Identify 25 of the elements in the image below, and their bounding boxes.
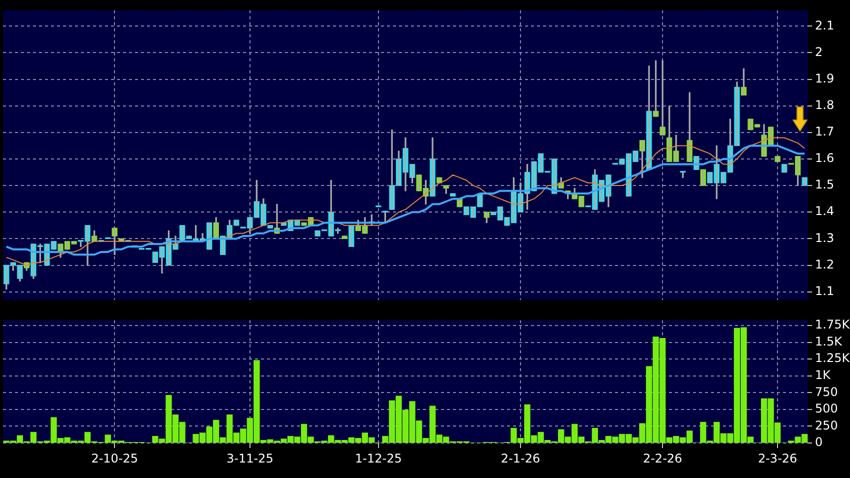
x-tick-label: 2-3-26 xyxy=(758,451,798,466)
y-tick-label: 1K xyxy=(815,368,832,382)
y-tick-label: 1.4 xyxy=(815,204,834,218)
x-tick-label: 2-10-25 xyxy=(91,451,138,466)
y-tick-label: 2 xyxy=(815,44,823,59)
y-tick-label: 1.25K xyxy=(815,351,850,366)
y-tick-label: 250 xyxy=(815,418,838,432)
y-tick-label: 1.75K xyxy=(815,318,850,332)
y-tick-label: 500 xyxy=(815,402,838,416)
x-tick-label: 2-1-26 xyxy=(500,451,540,466)
y-tick-label: 1.2 xyxy=(815,257,834,272)
y-tick-label: 1.5K xyxy=(815,334,844,348)
y-tick-label: 1.8 xyxy=(815,98,834,112)
y-tick-label: 1.6 xyxy=(815,151,834,166)
y-tick-label: 1.3 xyxy=(815,230,834,245)
y-tick-label: 0 xyxy=(815,435,823,450)
x-tick-label: 3-11-25 xyxy=(226,451,274,466)
y-tick-label: 750 xyxy=(815,384,838,399)
y-tick-label: 1.1 xyxy=(815,284,834,298)
x-tick-label: 2-2-26 xyxy=(642,451,682,466)
y-tick-label: 1.7 xyxy=(815,124,834,139)
y-tick-label: 2.1 xyxy=(815,18,834,32)
x-tick-label: 1-12-25 xyxy=(355,451,402,466)
y-tick-label: 1.5 xyxy=(815,178,834,192)
y-tick-label: 1.9 xyxy=(815,71,834,86)
